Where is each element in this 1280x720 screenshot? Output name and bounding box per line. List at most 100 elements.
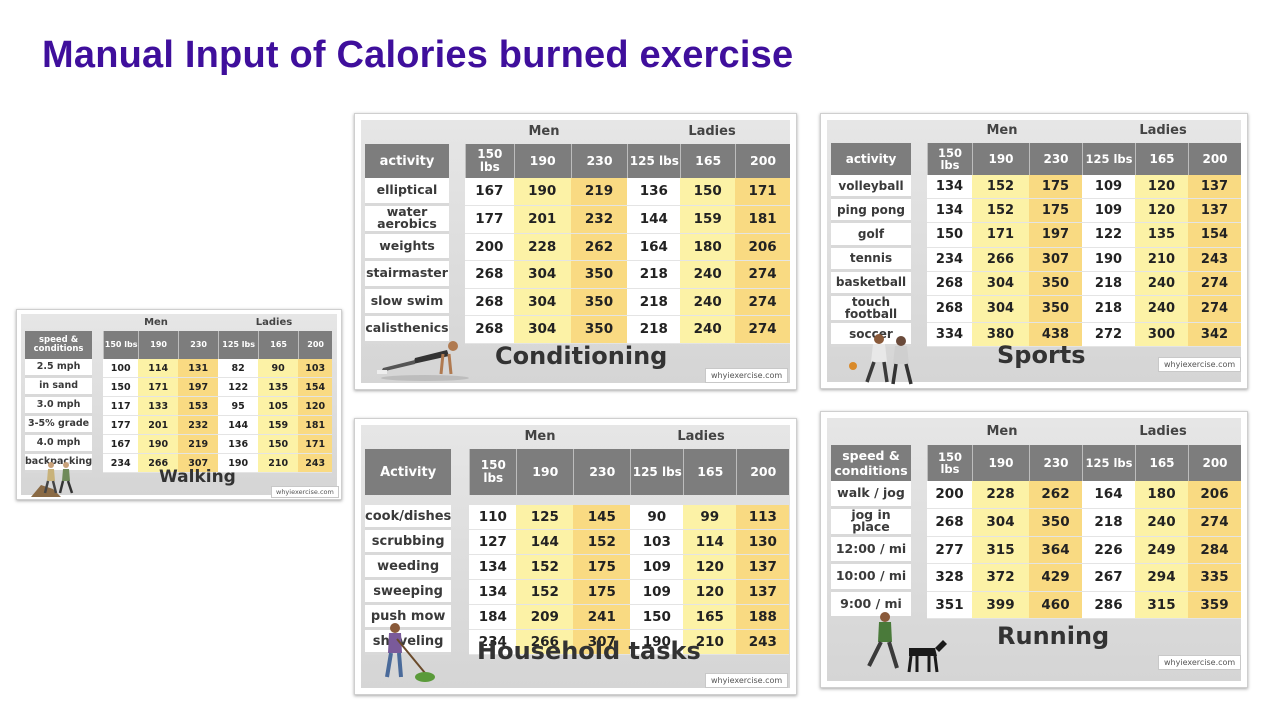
calorie-cell: 232 [178, 416, 219, 435]
calorie-cell: 125 [516, 505, 574, 530]
calorie-cell: 274 [1188, 508, 1241, 537]
calorie-cell: 90 [258, 359, 299, 378]
table-row: 12:00 / mi 277 315 364 226 249 284 [831, 536, 1241, 564]
row-label: slow swim [365, 288, 449, 316]
row-label: 4.0 mph [25, 435, 93, 454]
calorie-cell: 249 [1135, 536, 1188, 564]
calorie-cell: 197 [1029, 223, 1082, 248]
table-row: in sand 150 171 197 122 135 154 [25, 378, 333, 397]
calorie-cell: 272 [1082, 322, 1135, 348]
calorie-cell: 304 [513, 288, 571, 316]
calorie-cell: 190 [630, 630, 684, 655]
weight-header: 150 lbs [927, 445, 972, 481]
row-label: scrubbing [365, 530, 452, 555]
calorie-cell: 350 [570, 316, 628, 344]
calorie-cell: 200 [464, 233, 514, 261]
calorie-cell: 113 [736, 505, 790, 530]
calorie-cell: 268 [927, 508, 972, 537]
calorie-cell: 364 [1029, 536, 1082, 564]
calorie-cell: 304 [513, 316, 571, 344]
row-label: walk / jog [831, 481, 911, 509]
calorie-cell: 154 [1188, 223, 1241, 248]
weight-header: 200 [298, 331, 333, 359]
weight-header: 190 [972, 445, 1029, 481]
calorie-cell: 266 [516, 630, 574, 655]
calorie-cell: 152 [972, 199, 1029, 224]
weight-header: 125 lbs [1082, 143, 1135, 175]
calorie-cell: 165 [683, 605, 737, 630]
calorie-cell: 150 [680, 178, 736, 206]
calorie-cell: 240 [680, 316, 736, 344]
calorie-cell: 122 [1082, 223, 1135, 248]
calorie-cell: 234 [927, 247, 972, 272]
household-table: Activity 150 lbs 190 230 125 lbs 165 200… [365, 449, 790, 655]
weight-header: 125 lbs [218, 331, 259, 359]
calorie-cell: 243 [298, 454, 333, 473]
row-label: calisthenics [365, 316, 449, 344]
calorie-cell: 201 [138, 416, 179, 435]
calorie-cell: 240 [680, 261, 736, 289]
calorie-cell: 315 [1135, 591, 1188, 619]
calorie-cell: 133 [138, 397, 179, 416]
walking-card: Men Ladies speed & conditions 150 lbs 19… [16, 309, 342, 500]
calorie-cell: 144 [516, 530, 574, 555]
row-label: 3.0 mph [25, 397, 93, 416]
calorie-cell: 300 [1135, 322, 1188, 348]
calorie-cell: 175 [573, 555, 631, 580]
calorie-cell: 137 [736, 580, 790, 605]
calorie-cell: 219 [570, 178, 628, 206]
calorie-cell: 134 [469, 580, 517, 605]
calorie-cell: 268 [464, 316, 514, 344]
calorie-cell: 241 [573, 605, 631, 630]
weight-header: 125 lbs [1082, 445, 1135, 481]
table-row: weeding 134 152 175 109 120 137 [365, 555, 790, 580]
table-row: push mow 184 209 241 150 165 188 [365, 605, 790, 630]
calorie-cell: 304 [972, 508, 1029, 537]
calorie-cell: 209 [516, 605, 574, 630]
calorie-cell: 210 [683, 630, 737, 655]
weight-header: 200 [736, 449, 790, 495]
calorie-cell: 307 [573, 630, 631, 655]
calorie-cell: 90 [630, 505, 684, 530]
row-label: tennis [831, 247, 911, 272]
weight-header: 165 [258, 331, 299, 359]
conditioning-card: Men Ladies activity 150 lbs 190 230 125 … [354, 113, 797, 390]
calorie-cell: 100 [103, 359, 139, 378]
row-label: cook/dishes [365, 505, 452, 530]
table-row: ping pong 134 152 175 109 120 137 [831, 199, 1241, 224]
weight-header: 230 [573, 449, 631, 495]
row-label: 9:00 / mi [831, 591, 911, 619]
calorie-cell: 335 [1188, 564, 1241, 592]
calorie-cell: 228 [513, 233, 571, 261]
gardener-figure [375, 621, 435, 685]
calorie-cell: 171 [735, 178, 790, 206]
calorie-cell: 240 [1135, 271, 1188, 296]
calorie-cell: 218 [1082, 508, 1135, 537]
calorie-cell: 372 [972, 564, 1029, 592]
row-label: push mow [365, 605, 452, 630]
calorie-cell: 274 [1188, 295, 1241, 323]
household-title: Household tasks [477, 637, 701, 665]
table-row: 3.0 mph 117 133 153 95 105 120 [25, 397, 333, 416]
calorie-cell: 164 [1082, 481, 1135, 509]
calorie-cell: 304 [972, 271, 1029, 296]
weight-header: 200 [735, 144, 790, 178]
weight-header: 230 [1029, 445, 1082, 481]
calorie-cell: 286 [1082, 591, 1135, 619]
calorie-cell: 294 [1135, 564, 1188, 592]
calorie-cell: 206 [735, 233, 790, 261]
table-row: tennis 234 266 307 190 210 243 [831, 247, 1241, 272]
table-row: elliptical 167 190 219 136 150 171 [365, 178, 790, 206]
calorie-cell: 159 [680, 205, 736, 234]
household-card: Men Ladies Activity 150 lbs 190 230 125 … [354, 418, 797, 695]
weight-header: 190 [516, 449, 574, 495]
calorie-cell: 120 [683, 555, 737, 580]
weight-header: 190 [138, 331, 179, 359]
calorie-cell: 120 [1135, 175, 1188, 200]
calorie-cell: 164 [627, 233, 681, 261]
row-label: weeding [365, 555, 452, 580]
watermark: whyiexercise.com [705, 673, 789, 688]
watermark: whyiexercise.com [705, 368, 789, 383]
weight-header: 165 [680, 144, 736, 178]
running-table: speed & conditions 150 lbs 190 230 125 l… [831, 445, 1241, 619]
